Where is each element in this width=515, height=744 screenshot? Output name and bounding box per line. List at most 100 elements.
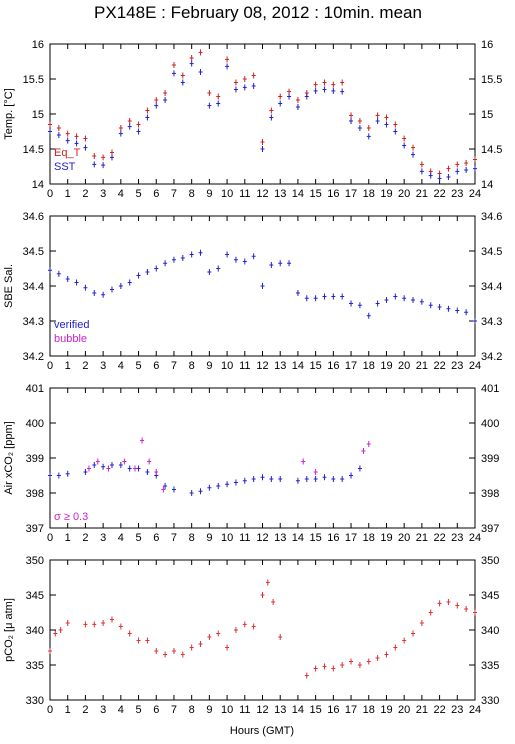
x-tick-label: 13	[274, 360, 286, 372]
x-tick-label: 22	[433, 360, 445, 372]
data-point	[154, 97, 159, 103]
x-tick-label: 16	[327, 704, 339, 716]
x-tick-label: 16	[327, 360, 339, 372]
y-tick-label-right: 34.3	[481, 316, 502, 328]
y-tick-label: 16	[32, 39, 44, 51]
legend-bubble: bubble	[54, 333, 87, 345]
data-point	[260, 283, 265, 289]
x-tick-label: 15	[310, 704, 322, 716]
x-tick-label: 5	[135, 188, 141, 200]
y-tick-label-right: 14.5	[481, 144, 502, 156]
data-point	[419, 168, 424, 175]
x-tick-label: 6	[153, 360, 159, 372]
x-tick-label: 17	[345, 360, 357, 372]
x-axis-label: Hours (GMT)	[230, 725, 294, 737]
data-point	[233, 479, 238, 486]
x-tick-label: 10	[221, 532, 233, 544]
data-point	[304, 476, 309, 482]
data-point	[136, 272, 141, 279]
x-tick-label: 14	[292, 532, 304, 544]
x-tick-label: 1	[65, 532, 71, 544]
data-point	[216, 630, 221, 637]
x-tick-label: 13	[274, 188, 286, 200]
data-point	[295, 97, 300, 103]
data-point	[118, 125, 123, 131]
data-point	[122, 458, 127, 465]
data-point	[65, 130, 70, 137]
x-tick-label: 17	[345, 704, 357, 716]
data-point	[48, 121, 52, 128]
data-point	[464, 167, 469, 173]
data-point	[402, 637, 407, 644]
x-tick-label: 16	[327, 532, 339, 544]
data-point	[251, 83, 256, 89]
data-point	[349, 300, 354, 307]
data-point	[304, 672, 309, 679]
y-axis-label: SBE Sal.	[3, 264, 15, 308]
x-tick-label: 9	[206, 704, 212, 716]
data-point	[53, 630, 58, 637]
data-point	[101, 463, 106, 470]
data-point	[233, 86, 238, 93]
x-tick-label: 1	[65, 704, 71, 716]
data-point	[446, 174, 451, 180]
data-point	[216, 483, 221, 489]
data-point	[340, 476, 345, 482]
data-point	[136, 637, 141, 644]
data-point	[402, 135, 407, 142]
data-point	[265, 579, 270, 586]
x-tick-label: 4	[118, 704, 124, 716]
data-point	[207, 102, 212, 109]
x-tick-label: 18	[363, 532, 375, 544]
data-point	[322, 663, 327, 670]
panel-frame	[49, 559, 476, 701]
y-tick-label: 34.6	[23, 211, 44, 223]
data-point	[384, 297, 389, 303]
y-tick-label: 34.4	[23, 281, 44, 293]
data-point	[473, 156, 477, 163]
data-point	[464, 160, 469, 166]
data-point	[313, 665, 318, 672]
y-tick-label: 397	[26, 523, 44, 535]
data-point	[361, 448, 366, 454]
data-point	[313, 469, 318, 475]
y-axis-label: Temp. [°C]	[3, 88, 15, 139]
data-point	[384, 114, 389, 121]
y-tick-label-right: 14	[481, 179, 493, 191]
data-point	[127, 118, 132, 124]
data-point	[366, 441, 371, 447]
data-point	[92, 161, 97, 168]
x-tick-label: 8	[189, 360, 195, 372]
data-point	[225, 644, 230, 651]
x-tick-label: 7	[171, 532, 177, 544]
data-point	[207, 634, 212, 640]
data-point	[349, 112, 354, 119]
data-point	[145, 269, 150, 275]
data-point	[366, 658, 371, 665]
data-point	[233, 627, 238, 633]
y-tick-label-right: 350	[481, 555, 499, 567]
x-tick-label: 9	[206, 188, 212, 200]
data-point	[225, 63, 230, 70]
data-point	[301, 458, 306, 465]
y-tick-label-right: 340	[481, 625, 499, 637]
panel-frame	[49, 387, 476, 529]
x-tick-label: 10	[221, 704, 233, 716]
data-point	[136, 121, 141, 128]
y-tick-label: 15.5	[23, 74, 44, 86]
data-point	[136, 128, 141, 135]
x-tick-label: 3	[100, 532, 106, 544]
data-point	[464, 606, 469, 612]
y-tick-label-right: 399	[481, 453, 499, 465]
data-point	[260, 474, 265, 481]
x-tick-label: 20	[398, 360, 410, 372]
data-point	[419, 298, 424, 305]
y-tick-label-right: 34.6	[481, 211, 502, 223]
data-point	[56, 125, 61, 131]
data-point	[180, 79, 185, 86]
y-tick-label: 340	[26, 625, 44, 637]
data-point	[455, 161, 460, 168]
